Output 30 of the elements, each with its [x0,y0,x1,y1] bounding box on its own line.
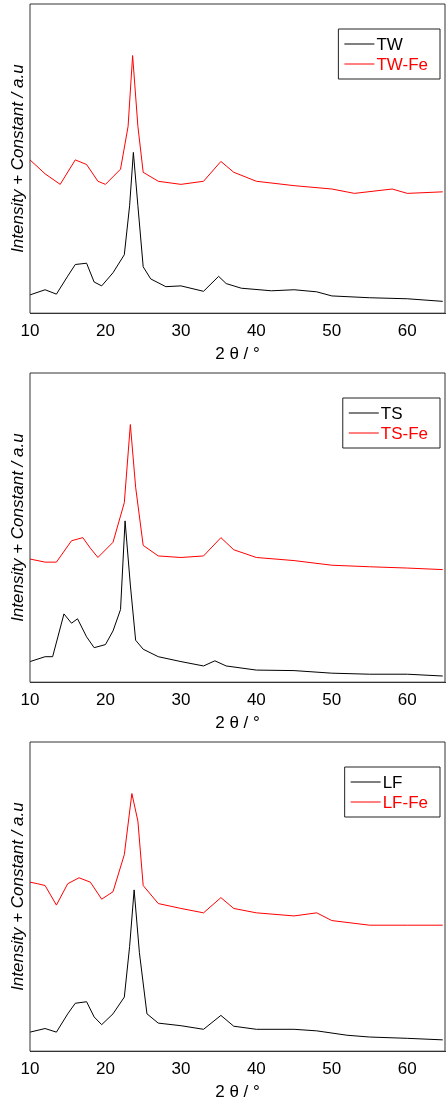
x-tick-label: 10 [20,690,40,710]
x-tick-label: 60 [397,690,417,710]
x-tick-label: 30 [171,321,191,341]
x-tick-label: 40 [246,690,266,710]
x-tick-label: 10 [20,321,40,341]
x-axis-title: 2 θ / ° [215,344,260,364]
x-tick-label: 50 [322,690,342,710]
y-axis-title: Intensity + Constant / a.u [7,801,27,991]
legend-label: TS-Fe [380,423,429,443]
legend-label: TW [376,34,403,54]
x-tick-label: 50 [322,321,342,341]
x-tick-label: 40 [246,321,266,341]
legend-label: LF [382,772,403,792]
x-tick-label: 30 [171,1059,191,1079]
x-axis-title: 2 θ / ° [215,1082,260,1102]
x-tick-label: 20 [95,321,115,341]
x-tick-label: 60 [397,321,417,341]
legend-label: LF-Fe [382,792,428,812]
y-axis-title: Intensity + Constant / a.u [7,432,27,622]
x-axis-title: 2 θ / ° [215,713,260,733]
x-tick-label: 40 [246,1059,266,1079]
legend-label: TS [380,403,403,423]
x-tick-label: 60 [397,1059,417,1079]
x-tick-label: 20 [95,690,115,710]
x-tick-label: 10 [20,1059,40,1079]
x-tick-label: 20 [95,1059,115,1079]
x-tick-label: 30 [171,690,191,710]
legend-label: TW-Fe [376,54,428,74]
x-tick-label: 50 [322,1059,342,1079]
y-axis-title: Intensity + Constant / a.u [7,63,27,253]
